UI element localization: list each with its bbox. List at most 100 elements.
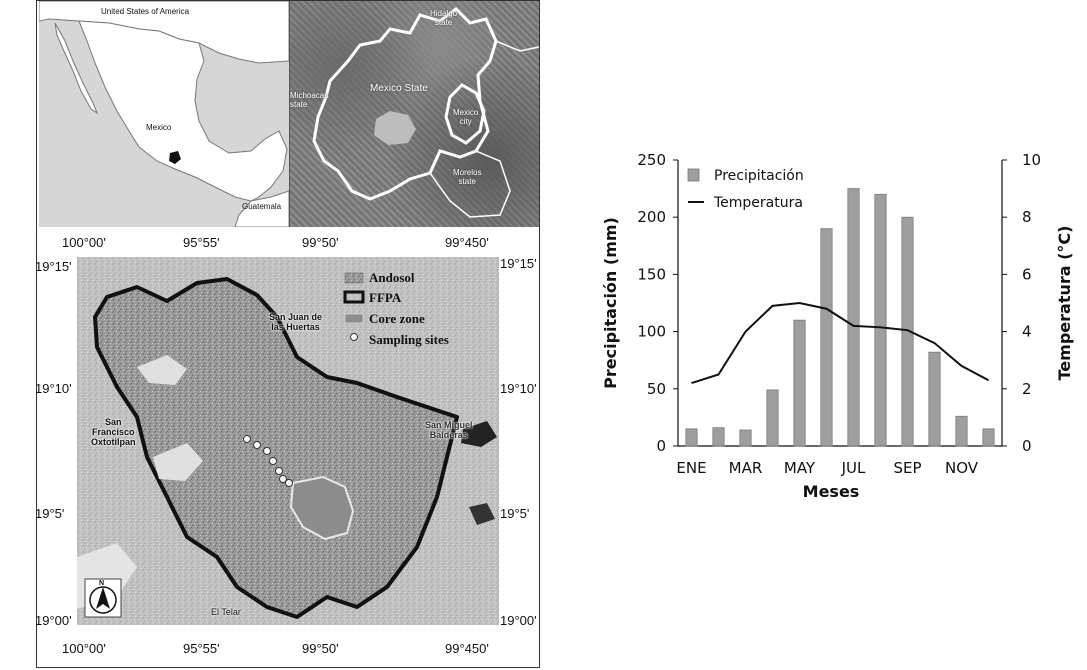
- precipitation-bar: [928, 351, 941, 447]
- label-mexico-state: Mexico State: [370, 83, 428, 94]
- temperature-line: [691, 301, 989, 385]
- legend-core-zone: Core zone: [369, 311, 425, 326]
- precipitation-bar: [739, 429, 752, 447]
- legend-sampling-sites: Sampling sites: [369, 332, 449, 347]
- place-san-francisco: San Francisco Oxtotilpan: [91, 417, 136, 447]
- legend-precip-label: Precipitación: [714, 168, 804, 184]
- precipitation-bar: [685, 428, 698, 447]
- mexico-city-border: [444, 83, 486, 145]
- top-longitude-2: 95°55': [183, 235, 220, 250]
- y-right-tick-label: 4: [1022, 323, 1032, 341]
- y-right-tick-label: 2: [1022, 380, 1032, 398]
- sampling-site: [263, 447, 271, 455]
- top-longitude-1: 100°00': [62, 235, 106, 250]
- hidalgo-border: [495, 40, 539, 52]
- sampling-site: [243, 435, 251, 443]
- label-mexico: Mexico: [146, 123, 172, 132]
- detail-map-drawing: [77, 257, 499, 625]
- bottom-longitude-3: 99°50': [302, 641, 339, 656]
- precipitation-bar: [820, 228, 833, 447]
- place-el-telar: El Telar: [211, 607, 241, 617]
- legend-temp-label: Temperatura: [713, 195, 803, 211]
- x-tick-label: MAR: [729, 459, 763, 477]
- precipitation-bar: [793, 319, 806, 447]
- sampling-site: [269, 457, 277, 465]
- core-zone: [289, 475, 355, 541]
- y-right-title: Temperatura (°C): [1055, 226, 1074, 381]
- precipitation-bar: [766, 389, 779, 447]
- study-area-marker: [169, 151, 181, 164]
- x-tick-label: SEP: [893, 459, 921, 477]
- sampling-site: [275, 467, 283, 475]
- legend-ffpa-swatch: [343, 290, 365, 304]
- x-tick-label: JUL: [841, 459, 866, 477]
- precipitation-bar: [982, 428, 995, 447]
- dark-feature-1: [461, 421, 497, 447]
- legend-core-swatch: [344, 313, 364, 324]
- right-latitude-2: 19°10': [500, 381, 537, 396]
- map-figure: United States of America Mexico Guatemal…: [35, 0, 540, 668]
- detail-map: N Andosol FFPA Core zone Sampling sites …: [77, 257, 499, 625]
- legend-andosol: Andosol: [369, 270, 415, 285]
- label-hidalgo: Hidalgo state: [430, 9, 458, 27]
- country-map-drawing: [39, 1, 289, 227]
- climate-chart-svg: 0 50 100 150 200 250 0 2 4 6 8 10 ENE MAR MAY JUL SEP NOV…: [601, 151, 1074, 501]
- precipitation-bar: [874, 193, 887, 447]
- left-latitude-2: 19°10': [35, 381, 72, 396]
- sampling-site: [285, 479, 293, 487]
- country-map: United States of America Mexico Guatemal…: [39, 1, 290, 227]
- sampling-site: [253, 441, 261, 449]
- legend-andosol-swatch: [344, 272, 364, 284]
- top-longitude-4: 99°450': [445, 235, 489, 250]
- north-label: N: [99, 580, 105, 587]
- ffpa-boundary: [93, 277, 459, 619]
- dark-feature-2: [469, 503, 495, 525]
- guatemala-land: [234, 190, 289, 227]
- label-mexico-city: Mexico city: [453, 108, 479, 126]
- x-tick-label: MAY: [784, 459, 816, 477]
- y-left-tick-label: 250: [637, 151, 666, 169]
- sampling-site: [279, 475, 287, 483]
- bottom-longitude-2: 95°55': [183, 641, 220, 656]
- precipitation-bar: [901, 216, 914, 447]
- x-tick-label: ENE: [676, 459, 706, 477]
- y-right-tick-label: 0: [1022, 437, 1032, 455]
- baja-california: [54, 22, 99, 115]
- y-left-tick-label: 0: [656, 437, 666, 455]
- bottom-longitude-4: 99°450': [445, 641, 489, 656]
- right-latitude-3: 19°5': [500, 506, 530, 521]
- state-map: Hidalgo state Michoacan state Mexico Sta…: [290, 1, 539, 227]
- toluca-area: [374, 111, 416, 145]
- light-patch-1: [137, 355, 187, 385]
- left-latitude-3: 19°5': [35, 506, 65, 521]
- y-right-tick-label: 10: [1022, 151, 1041, 169]
- label-morelos: Morelos state: [453, 168, 482, 186]
- bottom-longitude-1: 100°00': [62, 641, 106, 656]
- label-guatemala: Guatemala: [242, 202, 282, 211]
- plot-layer: 0 50 100 150 200 250 0 2 4 6 8 10 ENE MAR MAY JUL SEP NOV: [637, 151, 1041, 477]
- light-patch-2: [153, 443, 203, 481]
- precipitation-bar: [712, 427, 725, 447]
- place-san-juan: San Juan de las Huertas: [269, 312, 323, 332]
- y-left-title: Precipitación (mm): [601, 217, 620, 389]
- climate-chart: 0 50 100 150 200 250 0 2 4 6 8 10 ENE MAR MAY JUL SEP NOV…: [596, 150, 1087, 520]
- y-left-tick-label: 200: [637, 208, 666, 226]
- north-arrow-icon: [96, 587, 110, 609]
- precipitation-bar: [847, 188, 860, 447]
- label-michoacan: Michoacan state: [290, 91, 329, 109]
- legend-sampling-swatch: [350, 333, 358, 341]
- mexico-land: [78, 20, 288, 202]
- right-latitude-1: 19°15': [500, 256, 537, 271]
- y-right-tick-label: 8: [1022, 208, 1032, 226]
- legend-precip-swatch: [687, 168, 700, 182]
- precipitation-bar: [955, 415, 968, 447]
- x-tick-label: NOV: [945, 459, 979, 477]
- y-left-tick-label: 150: [637, 265, 666, 283]
- y-right-tick-label: 6: [1022, 265, 1032, 283]
- morelos-border: [429, 150, 511, 218]
- left-latitude-1: 19°15': [35, 259, 72, 274]
- y-left-tick-label: 50: [647, 380, 666, 398]
- state-map-drawing: [312, 7, 539, 218]
- top-longitude-3: 99°50': [302, 235, 339, 250]
- y-left-tick-label: 100: [637, 323, 666, 341]
